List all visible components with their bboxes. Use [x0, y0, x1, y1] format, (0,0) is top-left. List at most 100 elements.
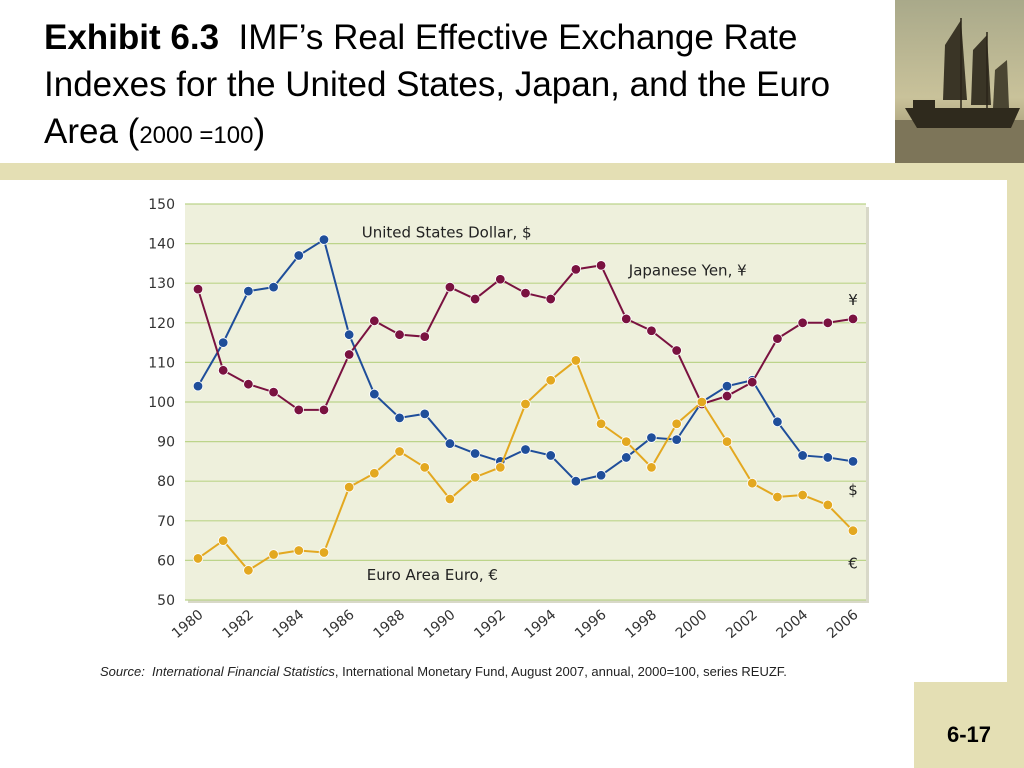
- data-point: [217, 365, 229, 376]
- x-tick-label: 1990: [421, 607, 459, 642]
- title-close: ): [253, 112, 266, 151]
- title-base: 2000 =100: [139, 122, 254, 149]
- y-tick-label: 120: [148, 316, 175, 332]
- y-tick-label: 100: [148, 395, 175, 411]
- data-point: [772, 333, 783, 344]
- data-point: [595, 470, 607, 481]
- data-point: [318, 234, 330, 245]
- data-point: [495, 274, 506, 285]
- data-point: [343, 481, 355, 493]
- source-label: Source:: [100, 664, 145, 679]
- x-tick-label: 1996: [572, 607, 610, 642]
- data-point: [570, 476, 582, 487]
- data-point: [394, 446, 405, 457]
- data-point: [545, 293, 556, 305]
- x-tick-label: 1998: [622, 607, 660, 642]
- y-tick-label: 140: [148, 237, 175, 253]
- page-number-band: [914, 682, 1024, 768]
- data-point: [192, 283, 204, 295]
- data-point: [243, 565, 254, 576]
- y-tick-label: 60: [157, 553, 175, 569]
- data-point: [217, 535, 229, 546]
- data-point: [671, 418, 682, 429]
- source-detail: , International Monetary Fund, August 20…: [334, 664, 787, 679]
- x-tick-label: 1988: [371, 607, 409, 642]
- data-point: [797, 317, 808, 329]
- y-tick-label: 50: [157, 593, 175, 609]
- data-point: [545, 450, 556, 461]
- data-point: [570, 355, 582, 366]
- data-point: [343, 349, 355, 360]
- x-tick-label: 2006: [824, 607, 862, 642]
- data-point: [318, 547, 330, 558]
- x-tick-label: 1992: [471, 607, 509, 642]
- data-point: [469, 448, 481, 459]
- x-tick-label: 2000: [673, 607, 711, 642]
- y-tick-label: 150: [148, 197, 175, 213]
- y-tick-label: 80: [157, 474, 175, 490]
- data-point: [369, 388, 380, 400]
- data-point: [419, 408, 430, 420]
- data-point: [268, 549, 279, 560]
- header-band: [0, 0, 1024, 163]
- data-point: [545, 375, 556, 386]
- data-point: [469, 293, 481, 305]
- data-point: [772, 491, 783, 503]
- data-point: [797, 450, 808, 461]
- data-point: [646, 432, 657, 443]
- data-point: [822, 452, 834, 463]
- series-label: United States Dollar, $: [362, 224, 532, 242]
- x-tick-label: 1982: [219, 607, 257, 642]
- data-point: [520, 444, 531, 455]
- data-point: [318, 404, 330, 416]
- data-point: [671, 434, 682, 445]
- data-point: [772, 416, 783, 428]
- x-tick-label: 1994: [522, 607, 560, 642]
- x-tick-label: 2004: [774, 607, 812, 642]
- data-point: [268, 281, 279, 293]
- data-point: [419, 331, 430, 342]
- data-point: [444, 281, 456, 293]
- data-point: [797, 489, 808, 501]
- data-point: [721, 436, 733, 447]
- data-point: [192, 553, 204, 564]
- divider-band: [0, 163, 895, 180]
- data-point: [847, 525, 859, 536]
- x-tick-label: 2002: [723, 607, 761, 642]
- series-end-label: $: [848, 481, 858, 499]
- data-point: [293, 250, 304, 261]
- data-point: [419, 462, 430, 473]
- exchange-rate-chart: 50 60 70 80 90 100 110 120 130 140 150 1980 1982 1984…: [148, 197, 869, 642]
- data-point: [293, 545, 304, 556]
- data-point: [747, 477, 758, 489]
- data-point: [469, 472, 481, 483]
- x-tick-label: 1984: [270, 607, 308, 642]
- series-label: Euro Area Euro, €: [367, 566, 498, 584]
- data-point: [621, 313, 632, 325]
- title-text: IMF’s Real Effective Exchange Rate Index…: [44, 18, 831, 151]
- data-point: [243, 378, 254, 390]
- exhibit-number: Exhibit 6.3: [44, 18, 220, 57]
- series-label: Japanese Yen, ¥: [628, 261, 747, 279]
- data-point: [621, 452, 632, 463]
- data-point: [394, 329, 405, 340]
- data-point: [570, 264, 582, 275]
- data-point: [671, 345, 682, 356]
- source-note: Source: International Financial Statisti…: [100, 664, 787, 679]
- data-point: [520, 287, 531, 299]
- y-tick-label: 90: [157, 435, 175, 451]
- x-tick-label: 1986: [320, 607, 358, 642]
- data-point: [444, 493, 456, 505]
- divider-band-right: [895, 163, 1024, 180]
- data-point: [646, 462, 657, 473]
- data-point: [394, 412, 405, 424]
- data-point: [444, 438, 456, 449]
- data-point: [595, 260, 607, 271]
- data-point: [646, 325, 657, 336]
- right-edge-band: [1007, 180, 1024, 682]
- x-tick-label: 1980: [169, 607, 207, 642]
- page-number: 6-17: [946, 722, 992, 747]
- y-tick-label: 70: [157, 514, 175, 530]
- data-point: [369, 315, 380, 327]
- source-publication: International Financial Statistics: [152, 664, 335, 679]
